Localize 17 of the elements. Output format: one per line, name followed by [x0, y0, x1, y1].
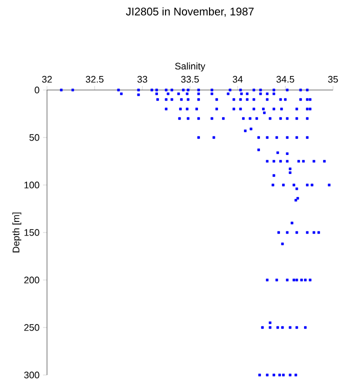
x-tick-label: 35 [328, 76, 338, 83]
x-axis-title: Salinity [175, 62, 206, 72]
y-tick-label: 250 [24, 324, 40, 331]
x-tick-label: 32.5 [86, 76, 104, 83]
x-tick-label: 34.5 [276, 76, 294, 83]
y-tick-label: 50 [29, 134, 40, 141]
y-tick-label: 150 [24, 229, 40, 236]
chart-title: JI2805 in November, 1987 [126, 7, 254, 17]
x-tick-label: 32 [42, 76, 52, 83]
y-tick-label: 300 [24, 372, 40, 378]
x-tick-label: 33.5 [181, 76, 199, 83]
x-tick-label: 33 [137, 76, 148, 83]
y-tick-label: 100 [24, 182, 40, 188]
y-axis-title: Depth [m] [12, 212, 22, 252]
y-tick-label: 200 [24, 276, 40, 284]
x-tick-label: 34 [232, 76, 243, 83]
y-tick-label: 0 [34, 86, 40, 94]
